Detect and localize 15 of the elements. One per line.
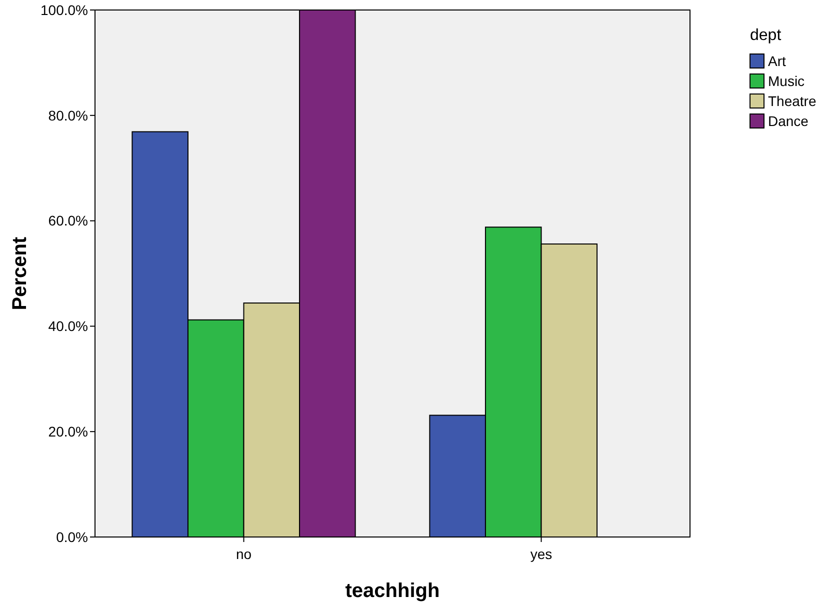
x-tick-label: no (236, 546, 252, 562)
y-tick-label: 20.0% (48, 424, 88, 440)
y-tick-label: 100.0% (40, 2, 88, 18)
legend-title: dept (750, 27, 782, 44)
y-tick-label: 0.0% (56, 528, 88, 545)
legend-label: Music (768, 72, 805, 89)
y-tick-label: 80.0% (48, 107, 88, 124)
legend-label: Art (768, 52, 786, 69)
legend-label: Dance (768, 112, 809, 129)
legend-label: Theatre (768, 92, 816, 109)
x-axis-title: teachhigh (345, 580, 440, 602)
y-axis-title: Percent (9, 236, 31, 310)
y-tick-label: 60.0% (48, 212, 88, 229)
y-tick-label: 40.0% (48, 318, 88, 334)
x-tick-label: yes (530, 546, 552, 562)
